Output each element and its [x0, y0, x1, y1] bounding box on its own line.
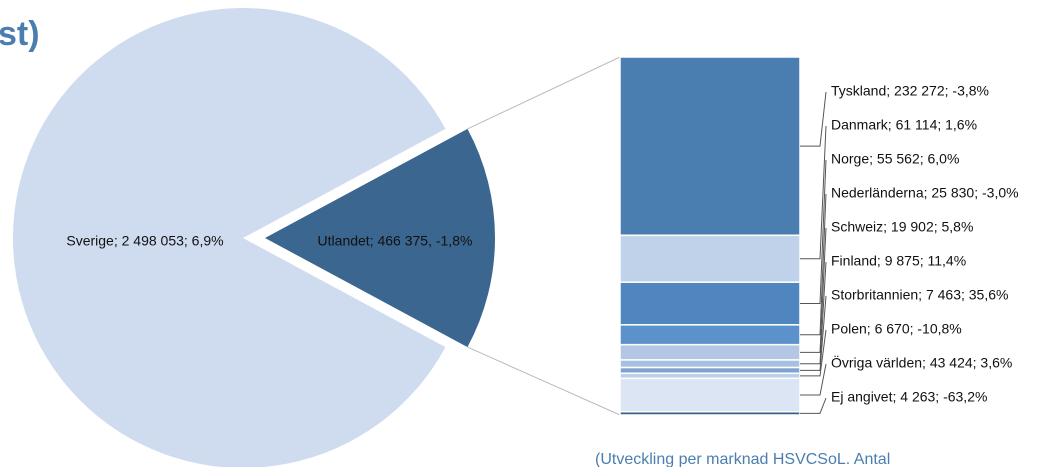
- bar-segment: [619, 359, 801, 369]
- leader-line: [800, 125, 827, 260]
- leader-line: [800, 397, 827, 414]
- leader-line: [800, 193, 827, 336]
- pie-slice: [13, 8, 446, 467]
- data-label: Utlandet; 466 375, -1,8%: [318, 233, 473, 249]
- data-label: Tyskland; 232 272; -3,8%: [831, 83, 989, 99]
- data-label: Finland; 9 875; 11,4%: [831, 253, 966, 269]
- bar-segment: [619, 366, 801, 375]
- data-label: Schweiz; 19 902; 5,8%: [831, 219, 973, 235]
- bar-segment: [619, 324, 801, 346]
- data-label: Danmark; 61 114; 1,6%: [831, 117, 977, 133]
- bar-segment: [619, 372, 801, 380]
- bar-segment: [619, 281, 801, 326]
- data-label: Nederländerna; 25 830; -3,0%: [831, 185, 1019, 201]
- pie-slice: [265, 128, 496, 348]
- bar-segment: [619, 343, 801, 361]
- leader-line: [800, 159, 827, 305]
- leader-line: [800, 261, 827, 365]
- leader-line: [800, 227, 827, 353]
- subtitle: (Utveckling per marknad HSVCSoL. Antal: [595, 451, 890, 467]
- data-label: Sverige; 2 498 053; 6,9%: [66, 233, 223, 249]
- leader-line: [800, 329, 827, 377]
- bar-segment: [619, 410, 801, 416]
- connector: [467, 346, 621, 416]
- leader-line: [800, 295, 827, 371]
- bar-segment: [619, 234, 801, 283]
- leader-line: [800, 363, 827, 396]
- data-label: Norge; 55 562; 6,0%: [831, 151, 959, 167]
- bar-segment: [619, 56, 801, 237]
- bar-segment: [619, 377, 801, 413]
- data-label: Storbritannien; 7 463; 35,6%: [831, 287, 1008, 303]
- chart-title: st): [0, 15, 40, 53]
- data-label: Ej angivet; 4 263; -63,2%: [831, 389, 987, 405]
- connector: [467, 56, 621, 130]
- data-label: Övriga världen; 43 424; 3,6%: [831, 354, 1012, 371]
- leader-line: [800, 91, 827, 147]
- data-label: Polen; 6 670; -10,8%: [831, 321, 962, 337]
